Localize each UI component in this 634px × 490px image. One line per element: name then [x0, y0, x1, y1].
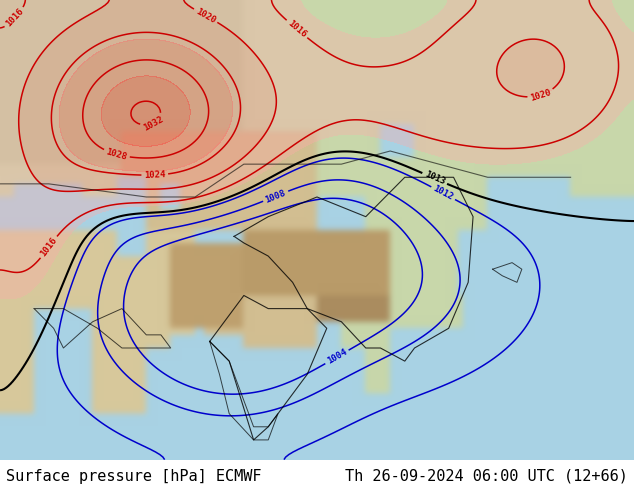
Text: 1016: 1016: [4, 7, 25, 29]
Text: 1016: 1016: [286, 19, 308, 39]
Text: 1013: 1013: [423, 170, 446, 187]
Text: 1020: 1020: [194, 6, 217, 25]
Text: 1016: 1016: [39, 236, 59, 258]
Text: 1020: 1020: [529, 88, 552, 102]
Text: Surface pressure [hPa] ECMWF: Surface pressure [hPa] ECMWF: [6, 469, 262, 484]
Text: 1028: 1028: [105, 147, 128, 162]
Text: 1032: 1032: [142, 114, 165, 132]
Text: Th 26-09-2024 06:00 UTC (12+66): Th 26-09-2024 06:00 UTC (12+66): [345, 469, 628, 484]
Text: 1024: 1024: [144, 170, 165, 180]
Text: 1012: 1012: [432, 184, 455, 202]
Text: 1004: 1004: [325, 347, 349, 366]
Text: 1008: 1008: [264, 188, 287, 204]
